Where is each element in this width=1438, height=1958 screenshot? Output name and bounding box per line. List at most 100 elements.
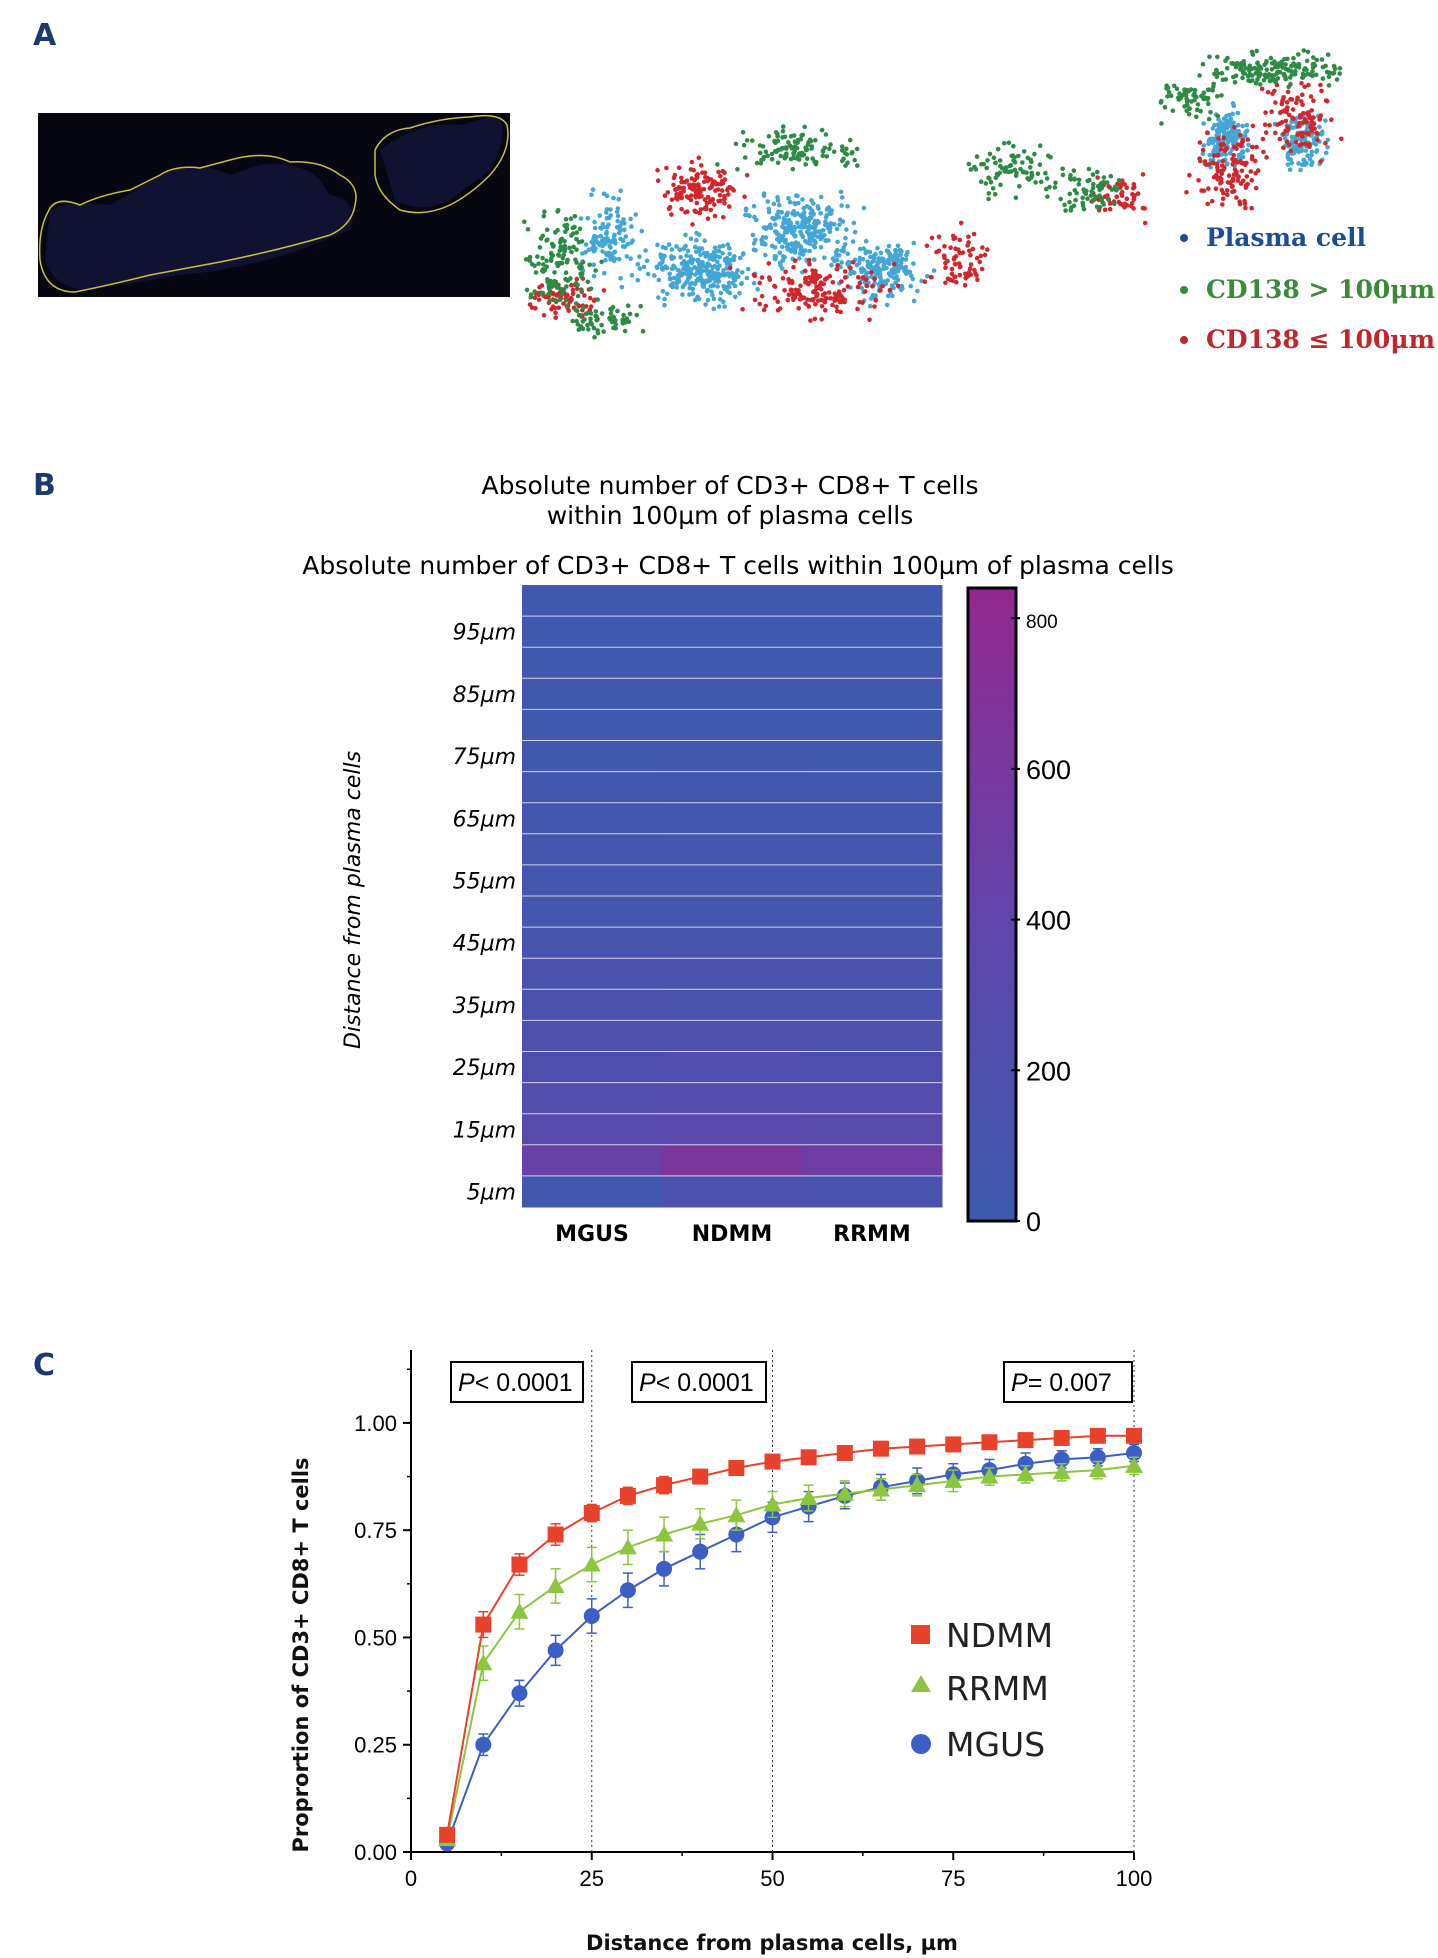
cell-dot bbox=[562, 239, 567, 244]
cell-dot bbox=[790, 166, 796, 172]
heatmap-cell bbox=[522, 896, 663, 928]
cell-dot bbox=[1307, 156, 1313, 162]
data-point-ndmm bbox=[981, 1434, 998, 1451]
cell-dot bbox=[842, 299, 847, 305]
cell-dot bbox=[1252, 158, 1258, 164]
cell-dot bbox=[628, 216, 633, 222]
cell-dot bbox=[716, 198, 721, 204]
cell-dot bbox=[1309, 119, 1315, 124]
cell-dot bbox=[536, 261, 541, 267]
cell-dot bbox=[751, 203, 757, 209]
cell-dot bbox=[751, 241, 757, 246]
cell-dot bbox=[552, 270, 557, 275]
cell-dot bbox=[1211, 175, 1217, 180]
cell-dot bbox=[608, 311, 614, 316]
y-tick-label: 1.00 bbox=[354, 1411, 397, 1436]
cell-dot bbox=[1241, 59, 1247, 64]
cell-dot bbox=[998, 182, 1003, 188]
cell-dot bbox=[1300, 134, 1305, 139]
cell-dot bbox=[776, 237, 782, 242]
cell-dot bbox=[799, 223, 804, 228]
cell-dot bbox=[1285, 124, 1290, 130]
cell-dot bbox=[885, 278, 890, 283]
cell-dot bbox=[626, 319, 632, 325]
cell-dot bbox=[1302, 162, 1308, 167]
cell-dot bbox=[1292, 136, 1298, 141]
cell-dot bbox=[1242, 71, 1248, 76]
cell-dot bbox=[799, 133, 804, 138]
cell-dot bbox=[716, 304, 722, 309]
data-point-ndmm bbox=[511, 1556, 528, 1573]
cell-dot bbox=[1074, 190, 1079, 196]
cell-dot bbox=[868, 254, 873, 260]
data-point-ndmm bbox=[1053, 1429, 1070, 1446]
cell-dot bbox=[532, 295, 538, 301]
cell-dot bbox=[971, 231, 977, 237]
cell-dot bbox=[1288, 148, 1294, 154]
cell-dot bbox=[790, 243, 796, 248]
cell-dot bbox=[775, 194, 780, 200]
cell-dot bbox=[1097, 204, 1103, 210]
cell-dot bbox=[790, 211, 795, 216]
cell-dot bbox=[583, 242, 589, 247]
cell-dot bbox=[564, 303, 570, 309]
cell-dot bbox=[775, 308, 781, 313]
cell-dot bbox=[782, 255, 787, 260]
cell-dot bbox=[1332, 66, 1338, 71]
colorbar: 0 200 400 600 800 bbox=[966, 586, 1071, 1237]
cell-dot bbox=[615, 308, 620, 314]
cell-dot bbox=[782, 229, 788, 235]
cell-dot bbox=[886, 258, 891, 263]
cell-dot bbox=[730, 280, 736, 286]
data-point-mgus bbox=[656, 1560, 673, 1577]
cell-dot bbox=[1227, 118, 1232, 123]
cell-dot bbox=[815, 291, 820, 297]
cell-dot bbox=[1244, 174, 1250, 179]
cell-dot bbox=[839, 148, 845, 153]
cell-dot bbox=[771, 201, 777, 207]
cell-dot bbox=[1211, 81, 1216, 87]
heatmap-cell bbox=[522, 864, 663, 897]
cell-dot bbox=[796, 157, 802, 162]
cell-dot bbox=[712, 245, 718, 251]
cell-dot bbox=[1300, 92, 1305, 98]
heatmap-cell bbox=[802, 678, 943, 710]
cell-dot bbox=[779, 146, 785, 151]
cell-dot bbox=[813, 240, 818, 245]
cell-dot bbox=[958, 220, 964, 226]
cell-dot bbox=[1205, 201, 1210, 207]
cell-dot bbox=[1223, 152, 1228, 157]
cell-dot bbox=[842, 242, 848, 247]
data-point-mgus bbox=[475, 1736, 492, 1753]
cell-dot bbox=[953, 246, 958, 251]
cell-dot bbox=[878, 250, 884, 256]
cell-dot bbox=[696, 249, 702, 254]
cell-dot bbox=[766, 134, 772, 139]
cell-dot bbox=[1215, 122, 1221, 127]
cell-dot bbox=[1029, 170, 1034, 176]
cell-dot bbox=[1194, 114, 1199, 120]
cell-dot bbox=[1229, 134, 1235, 140]
heatmap-cell bbox=[522, 1175, 663, 1208]
cell-dot bbox=[589, 192, 594, 198]
cell-dot bbox=[1267, 122, 1272, 128]
cell-dot bbox=[1243, 66, 1248, 71]
heatmap-cell bbox=[802, 958, 943, 990]
cell-dot bbox=[662, 302, 667, 308]
cell-dot bbox=[622, 227, 627, 233]
cell-dot bbox=[1329, 117, 1334, 122]
cell-dot bbox=[776, 202, 782, 208]
cell-dot bbox=[818, 211, 823, 216]
cell-dot bbox=[890, 293, 895, 299]
cell-dot bbox=[804, 224, 809, 230]
cell-dot bbox=[692, 244, 698, 250]
cell-dot bbox=[757, 150, 763, 156]
cell-dot bbox=[1210, 136, 1215, 142]
cell-dot bbox=[556, 305, 561, 311]
cell-dot bbox=[711, 306, 716, 312]
cell-dot bbox=[957, 272, 963, 278]
cell-dot bbox=[635, 262, 641, 267]
cell-dot bbox=[1238, 155, 1243, 160]
cell-dot bbox=[839, 279, 844, 284]
cell-dot bbox=[1037, 162, 1043, 167]
